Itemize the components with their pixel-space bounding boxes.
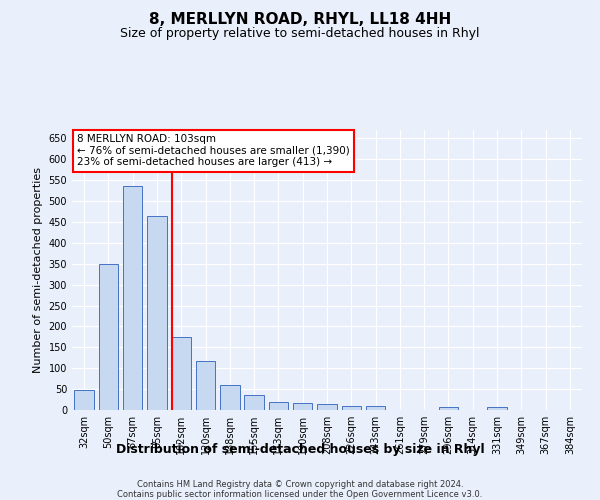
Bar bbox=[147, 216, 167, 410]
Bar bbox=[366, 406, 385, 410]
Bar bbox=[244, 396, 264, 410]
Bar bbox=[487, 408, 507, 410]
Y-axis label: Number of semi-detached properties: Number of semi-detached properties bbox=[33, 167, 43, 373]
Bar bbox=[317, 404, 337, 410]
Bar bbox=[269, 402, 288, 410]
Text: Contains HM Land Registry data © Crown copyright and database right 2024.: Contains HM Land Registry data © Crown c… bbox=[137, 480, 463, 489]
Bar bbox=[439, 408, 458, 410]
Text: Contains public sector information licensed under the Open Government Licence v3: Contains public sector information licen… bbox=[118, 490, 482, 499]
Bar bbox=[172, 337, 191, 410]
Bar bbox=[293, 403, 313, 410]
Bar bbox=[74, 390, 94, 410]
Bar bbox=[196, 361, 215, 410]
Bar bbox=[99, 264, 118, 410]
Bar bbox=[220, 385, 239, 410]
Text: 8, MERLLYN ROAD, RHYL, LL18 4HH: 8, MERLLYN ROAD, RHYL, LL18 4HH bbox=[149, 12, 451, 28]
Text: Size of property relative to semi-detached houses in Rhyl: Size of property relative to semi-detach… bbox=[120, 28, 480, 40]
Bar bbox=[341, 406, 361, 410]
Text: Distribution of semi-detached houses by size in Rhyl: Distribution of semi-detached houses by … bbox=[116, 442, 484, 456]
Bar bbox=[123, 186, 142, 410]
Text: 8 MERLLYN ROAD: 103sqm
← 76% of semi-detached houses are smaller (1,390)
23% of : 8 MERLLYN ROAD: 103sqm ← 76% of semi-det… bbox=[77, 134, 350, 168]
